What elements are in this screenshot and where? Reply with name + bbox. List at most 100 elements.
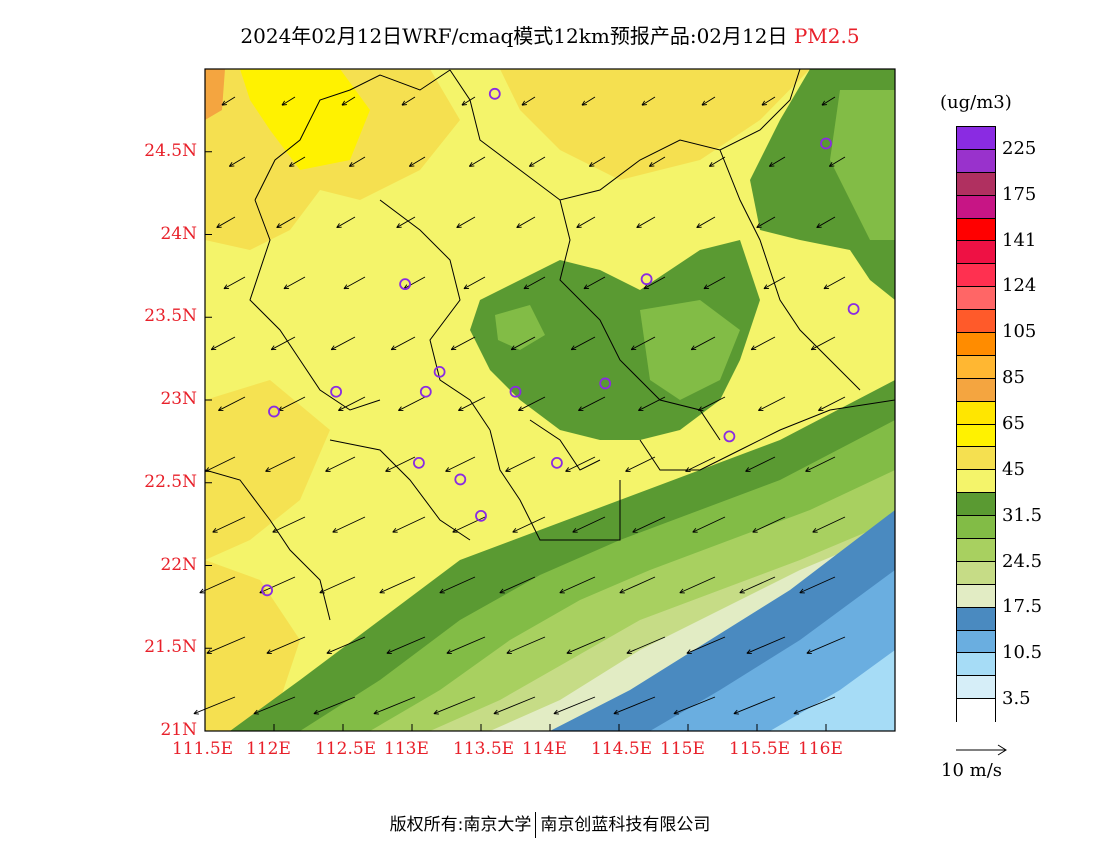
wind-arrow-head xyxy=(338,406,342,411)
axis-ticks xyxy=(204,151,827,732)
wind-arrow-icon xyxy=(332,516,366,533)
station-marker[interactable] xyxy=(551,456,563,469)
wind-arrow-head xyxy=(581,104,587,106)
wind-arrow-icon xyxy=(512,516,546,533)
wind-arrow-head xyxy=(326,649,331,654)
wind-arrow-head xyxy=(572,527,577,533)
wind-arrow-head xyxy=(199,588,204,594)
lat-label: 21N xyxy=(160,720,197,740)
color-legend xyxy=(956,126,996,723)
wind-arrow-head xyxy=(330,345,335,350)
wind-arrow-head xyxy=(763,284,768,289)
wind-arrow-head xyxy=(768,161,773,167)
station-marker[interactable] xyxy=(723,430,736,443)
station-marker[interactable] xyxy=(454,473,467,486)
wind-arrow-icon xyxy=(566,636,606,654)
wind-arrow-head xyxy=(581,100,586,106)
wind-arrow-head xyxy=(325,467,330,472)
wind-arrow-head xyxy=(265,467,270,472)
wind-arrow-head xyxy=(708,161,713,167)
wind-arrow-head xyxy=(401,104,407,106)
legend-swatch xyxy=(957,539,995,562)
wind-arrow-icon xyxy=(619,576,656,594)
reference-arrow-icon xyxy=(956,744,1007,756)
wind-arrow-icon xyxy=(265,456,296,472)
legend-swatch xyxy=(957,127,995,150)
wind-arrow-icon xyxy=(212,516,246,533)
wind-arrow-icon xyxy=(499,576,536,594)
wind-arrow-head xyxy=(272,527,277,533)
station-marker[interactable] xyxy=(475,509,487,522)
wind-arrow-icon xyxy=(758,396,786,411)
wind-arrow-icon xyxy=(816,216,836,228)
legend-swatch xyxy=(957,287,995,311)
wind-arrow-icon xyxy=(769,156,786,167)
wind-arrow-head xyxy=(583,284,588,289)
wind-arrow-head xyxy=(566,649,571,654)
station-marker[interactable] xyxy=(330,385,343,398)
wind-arrow-head xyxy=(446,649,451,654)
wind-arrow-icon xyxy=(750,336,776,351)
wind-arrow-head xyxy=(692,527,697,533)
wind-arrow-icon xyxy=(373,696,416,715)
footer-divider xyxy=(535,812,537,838)
wind-arrow-head xyxy=(626,649,631,654)
wind-arrow-icon xyxy=(812,516,846,533)
wind-arrow-head xyxy=(276,223,280,228)
legend-swatch xyxy=(957,355,995,379)
wind-arrow-icon xyxy=(553,696,596,715)
wind-arrow-head xyxy=(401,100,406,106)
legend-label: 141 xyxy=(1002,229,1037,251)
wind-arrow-icon xyxy=(805,456,836,472)
wind-arrow-icon xyxy=(685,456,716,472)
wind-arrow-icon xyxy=(559,576,596,594)
wind-arrow-head xyxy=(336,223,340,228)
wind-arrow-icon xyxy=(578,396,606,411)
wind-arrow-head xyxy=(686,649,691,654)
wind-arrow-icon xyxy=(829,156,846,167)
wind-arrow-head xyxy=(408,161,413,167)
wind-arrow-icon xyxy=(613,696,656,715)
wind-arrow-head xyxy=(805,467,810,472)
legend-swatch xyxy=(957,516,995,540)
station-marker[interactable] xyxy=(488,87,501,100)
station-marker[interactable] xyxy=(419,385,432,398)
wind-arrow-head xyxy=(703,284,708,289)
wind-arrow-head xyxy=(390,345,395,350)
wind-arrow-head xyxy=(821,100,826,106)
wind-arrow-head xyxy=(216,223,220,228)
wind-arrow-icon xyxy=(278,396,306,411)
wind-arrow-icon xyxy=(703,276,726,290)
wind-arrow-icon xyxy=(206,636,246,654)
wind-arrow-head xyxy=(518,406,522,411)
lon-label: 115E xyxy=(660,739,705,759)
station-marker[interactable] xyxy=(399,278,412,291)
wind-arrow-icon xyxy=(692,516,726,533)
wind-arrow-icon xyxy=(229,156,246,167)
station-marker[interactable] xyxy=(847,303,860,315)
wind-arrow-icon xyxy=(379,576,416,594)
wind-arrow-head xyxy=(823,284,828,289)
wind-arrow-head xyxy=(638,406,642,411)
wind-arrow-head xyxy=(392,527,397,533)
wind-arrow-head xyxy=(433,709,438,715)
wind-arrow-icon xyxy=(450,336,476,351)
station-marker[interactable] xyxy=(820,137,832,150)
legend-swatch xyxy=(957,264,995,288)
wind-arrow-head xyxy=(266,649,271,654)
title-variable: PM2.5 xyxy=(793,24,860,48)
station-marker[interactable] xyxy=(268,405,280,418)
station-marker[interactable] xyxy=(433,365,446,378)
map-fill-layer xyxy=(205,69,895,731)
wind-arrow-head xyxy=(810,345,815,350)
station-marker[interactable] xyxy=(412,456,425,469)
wind-arrow-icon xyxy=(338,396,366,411)
wind-arrow-head xyxy=(641,104,647,106)
station-marker[interactable] xyxy=(261,584,274,597)
legend-swatch xyxy=(957,493,995,517)
station-marker[interactable] xyxy=(599,377,612,390)
station-marker[interactable] xyxy=(640,273,653,286)
station-marker[interactable] xyxy=(509,385,522,398)
lon-label: 112.5E xyxy=(315,739,377,759)
wind-arrow-head xyxy=(343,284,348,289)
